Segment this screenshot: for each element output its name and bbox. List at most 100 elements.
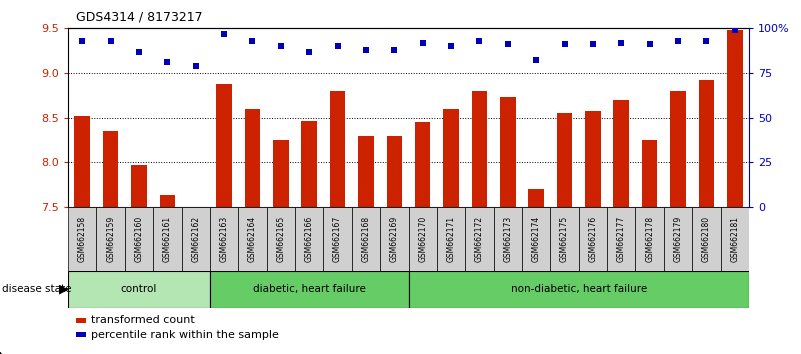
Bar	[642, 140, 658, 207]
Bar	[698, 80, 714, 207]
Bar	[409, 271, 749, 308]
Bar	[727, 30, 743, 207]
Bar	[415, 122, 430, 207]
Text: GSM662160: GSM662160	[135, 216, 143, 262]
Text: transformed count: transformed count	[91, 315, 195, 325]
Bar	[210, 271, 409, 308]
Text: GSM662179: GSM662179	[674, 216, 682, 262]
Point	[615, 40, 628, 45]
Point	[104, 38, 117, 44]
Bar	[301, 121, 317, 207]
Point	[529, 58, 542, 63]
Text: ▶: ▶	[58, 283, 68, 296]
Bar	[500, 97, 516, 207]
Bar	[125, 207, 153, 271]
Bar	[96, 207, 125, 271]
Bar	[437, 207, 465, 271]
Bar	[635, 207, 664, 271]
Bar	[721, 207, 749, 271]
Point	[417, 40, 429, 45]
Bar	[465, 207, 493, 271]
Bar	[578, 207, 607, 271]
Text: GSM662177: GSM662177	[617, 216, 626, 262]
Text: GSM662158: GSM662158	[78, 216, 87, 262]
Bar	[239, 207, 267, 271]
Bar	[153, 207, 182, 271]
Point	[161, 59, 174, 65]
Bar	[522, 207, 550, 271]
Point	[331, 43, 344, 49]
Text: control: control	[121, 284, 157, 295]
Text: percentile rank within the sample: percentile rank within the sample	[91, 330, 279, 339]
Point	[445, 43, 457, 49]
Text: GSM662166: GSM662166	[304, 216, 314, 262]
Point	[586, 41, 599, 47]
Bar	[295, 207, 324, 271]
Text: GSM662169: GSM662169	[390, 216, 399, 262]
Bar	[387, 136, 402, 207]
Bar	[529, 189, 544, 207]
Text: GSM662165: GSM662165	[276, 216, 285, 262]
Bar	[443, 109, 459, 207]
Bar	[273, 140, 288, 207]
Bar	[380, 207, 409, 271]
Bar	[614, 100, 629, 207]
Text: GSM662174: GSM662174	[532, 216, 541, 262]
Text: GSM662173: GSM662173	[503, 216, 513, 262]
Point	[388, 47, 400, 53]
Text: disease state: disease state	[2, 284, 71, 295]
Bar	[324, 207, 352, 271]
Bar	[557, 113, 573, 207]
Bar	[68, 271, 210, 308]
Text: GSM662181: GSM662181	[731, 216, 739, 262]
Point	[671, 38, 684, 44]
Point	[218, 31, 231, 36]
Point	[558, 41, 571, 47]
Bar	[607, 207, 635, 271]
Point	[275, 43, 288, 49]
Bar	[358, 136, 374, 207]
Text: GSM662175: GSM662175	[560, 216, 569, 262]
Bar	[103, 131, 119, 207]
Bar	[159, 195, 175, 207]
Text: GSM662163: GSM662163	[219, 216, 228, 262]
Bar	[493, 207, 522, 271]
Bar	[210, 207, 239, 271]
Point	[360, 47, 372, 53]
Text: GSM662171: GSM662171	[447, 216, 456, 262]
Bar	[68, 207, 96, 271]
Point	[700, 38, 713, 44]
Text: GSM662178: GSM662178	[645, 216, 654, 262]
Bar	[585, 110, 601, 207]
Bar	[664, 207, 692, 271]
Text: GSM662170: GSM662170	[418, 216, 427, 262]
Point	[473, 38, 486, 44]
Text: GSM662162: GSM662162	[191, 216, 200, 262]
Point	[501, 41, 514, 47]
Bar	[182, 207, 210, 271]
Bar	[692, 207, 721, 271]
Bar	[74, 116, 90, 207]
Text: GSM662164: GSM662164	[248, 216, 257, 262]
Text: GSM662176: GSM662176	[589, 216, 598, 262]
Text: GSM662172: GSM662172	[475, 216, 484, 262]
Text: GSM662161: GSM662161	[163, 216, 172, 262]
Bar	[550, 207, 578, 271]
Bar	[330, 91, 345, 207]
Point	[303, 49, 316, 55]
Bar	[131, 165, 147, 207]
Text: GDS4314 / 8173217: GDS4314 / 8173217	[76, 11, 203, 24]
Bar	[409, 207, 437, 271]
Point	[189, 63, 202, 69]
Text: non-diabetic, heart failure: non-diabetic, heart failure	[510, 284, 647, 295]
Point	[728, 27, 741, 33]
Bar	[244, 109, 260, 207]
Text: GSM662180: GSM662180	[702, 216, 710, 262]
Text: GSM662168: GSM662168	[361, 216, 370, 262]
Bar	[216, 84, 232, 207]
Bar	[670, 91, 686, 207]
Point	[76, 38, 89, 44]
Bar	[352, 207, 380, 271]
Text: GSM662167: GSM662167	[333, 216, 342, 262]
Point	[246, 38, 259, 44]
